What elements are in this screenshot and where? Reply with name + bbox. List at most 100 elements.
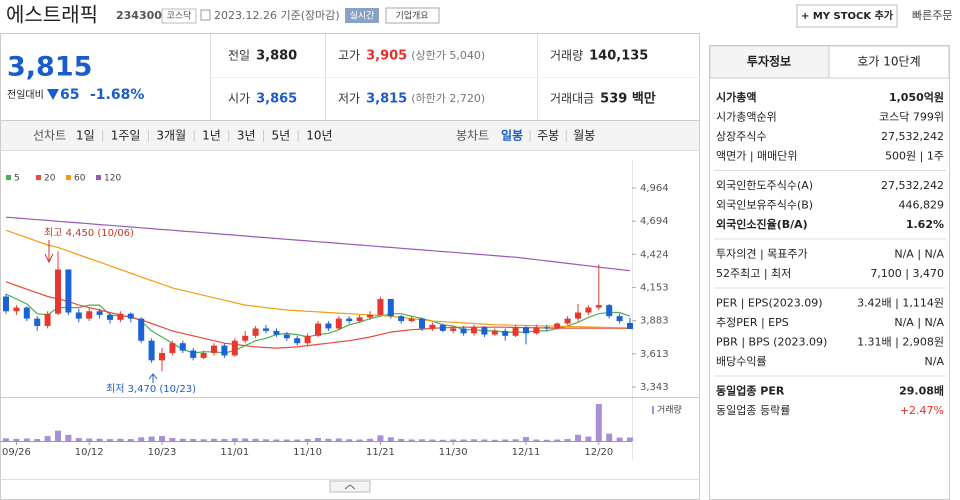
period-tab[interactable]: 5년 xyxy=(272,129,291,143)
legend-label: 5 xyxy=(14,174,20,184)
period-tab[interactable]: 1일 xyxy=(76,129,95,143)
my-stock[interactable]: + MY STOCK 추가 xyxy=(801,9,894,22)
volume-bar xyxy=(367,438,373,441)
scroll-arrow xyxy=(344,484,356,490)
market: 코스닥 xyxy=(167,11,192,22)
main-panel xyxy=(0,33,700,500)
candle-body xyxy=(315,323,321,336)
stat-value: 3,880 xyxy=(256,49,297,64)
stat-label: 저가 xyxy=(338,92,360,106)
volume-bar xyxy=(533,439,540,441)
y-tick-label: 4,694 xyxy=(640,216,669,227)
realtime[interactable]: 실시간 xyxy=(350,11,375,22)
legend-label: 20 xyxy=(44,174,56,184)
info-label: PBR | BPS (2023.09) xyxy=(716,336,827,349)
stat-value: 3,865 xyxy=(256,92,297,107)
candle-period-tab[interactable]: 일봉 xyxy=(501,129,523,143)
stat-label: 거래대금 xyxy=(550,92,594,106)
candle-body xyxy=(263,328,269,331)
period-tab[interactable]: 10년 xyxy=(306,129,332,143)
legend-swatch xyxy=(6,175,11,180)
volume-bar xyxy=(346,439,353,441)
candle-body xyxy=(575,312,581,319)
volume-bar xyxy=(502,439,509,441)
x-tick-label: 12/11 xyxy=(512,447,541,458)
candle-body xyxy=(13,307,20,312)
candle-body xyxy=(107,314,113,320)
stock-code: 234300 xyxy=(116,9,162,22)
period-tab[interactable]: 1주일 xyxy=(111,129,141,143)
volume-bar xyxy=(356,439,363,441)
stat-value: 140,135 xyxy=(589,49,648,64)
y-tick-label: 3,343 xyxy=(640,382,669,393)
info-label: 시가총액순위 xyxy=(716,111,777,124)
info-value: 1.31배 | 2,908원 xyxy=(857,336,944,349)
candle-body xyxy=(585,307,592,313)
candle-body xyxy=(398,316,405,322)
info-label: 외국인소진율(B/A) xyxy=(716,217,808,231)
candle-body xyxy=(460,328,467,334)
y-tick-label: 3,883 xyxy=(640,316,669,327)
volume-bar xyxy=(304,439,311,441)
info-value: 29.08배 xyxy=(899,384,944,398)
candle-body xyxy=(127,313,134,319)
high-annotation: 최고 4,450 (10/06) xyxy=(44,227,134,239)
overview[interactable]: 기업개요 xyxy=(395,11,428,22)
volume-bar xyxy=(315,438,321,441)
info-label: PER | EPS(2023.09) xyxy=(716,297,823,310)
volume-bar xyxy=(148,436,155,441)
candle-period-tab[interactable]: 주봉 xyxy=(537,129,559,143)
candle-body xyxy=(367,314,373,318)
overview-button[interactable] xyxy=(385,7,440,24)
candle-body xyxy=(211,345,217,353)
info-value: 500원 | 1주 xyxy=(885,150,944,163)
volume-bar xyxy=(450,439,457,441)
period-tab[interactable]: 3개월 xyxy=(156,129,186,143)
info-label: 투자의견 | 목표주가 xyxy=(716,248,808,261)
volume-bar xyxy=(481,439,488,441)
my-stock-button[interactable] xyxy=(796,4,898,28)
candle-body xyxy=(481,327,488,335)
period-tab[interactable]: 3년 xyxy=(237,129,256,143)
candle-period-tab[interactable]: 월봉 xyxy=(573,129,595,143)
candle-body xyxy=(169,343,176,353)
date: 2023.12.26 기준(장마감) xyxy=(214,9,340,22)
candle-body xyxy=(283,334,290,339)
candle-body xyxy=(44,313,51,326)
volume-bar xyxy=(627,437,633,441)
volume-swatch xyxy=(652,406,654,414)
volume-bar xyxy=(55,430,61,441)
volume-bar xyxy=(325,438,332,441)
info-label: 추정PER | EPS xyxy=(716,316,789,329)
low-arrow xyxy=(148,373,158,383)
sidebar-tab[interactable] xyxy=(828,45,950,79)
sidebar-tab-label[interactable]: 호가 10단계 xyxy=(857,55,920,69)
stat-value: 539 백만 xyxy=(600,91,656,107)
x-tick-label: 09/26 xyxy=(2,447,31,458)
stock-name: 에스트래픽 xyxy=(6,3,98,27)
candle-body xyxy=(408,318,415,322)
sidebar xyxy=(709,45,950,500)
info-label: 상장주식수 xyxy=(716,130,767,143)
candle-body xyxy=(471,327,477,334)
stat-note: (하한가 2,720) xyxy=(411,91,485,105)
info-value: 7,100 | 3,470 xyxy=(870,267,944,280)
quick-order[interactable]: 빠른주문 xyxy=(912,9,952,22)
sidebar-tab-label[interactable]: 투자정보 xyxy=(747,54,791,69)
line-chart-tab: 선차트 xyxy=(33,129,66,143)
sidebar-tab-active[interactable] xyxy=(709,45,830,79)
candle-body xyxy=(96,311,103,315)
scroll-handle[interactable] xyxy=(329,480,371,493)
candle-body xyxy=(627,322,633,330)
volume-label: 거래량 xyxy=(657,404,682,416)
candle-body xyxy=(55,269,61,314)
period-tab[interactable]: 1년 xyxy=(202,129,221,143)
x-tick-label: 11/10 xyxy=(293,447,322,458)
calendar-icon xyxy=(200,9,211,21)
stat-value: 3,815 xyxy=(366,92,407,107)
volume-bar xyxy=(231,438,238,441)
info-value: N/A | N/A xyxy=(894,248,944,261)
volume-bar xyxy=(263,439,269,441)
volume-bar xyxy=(595,404,602,441)
